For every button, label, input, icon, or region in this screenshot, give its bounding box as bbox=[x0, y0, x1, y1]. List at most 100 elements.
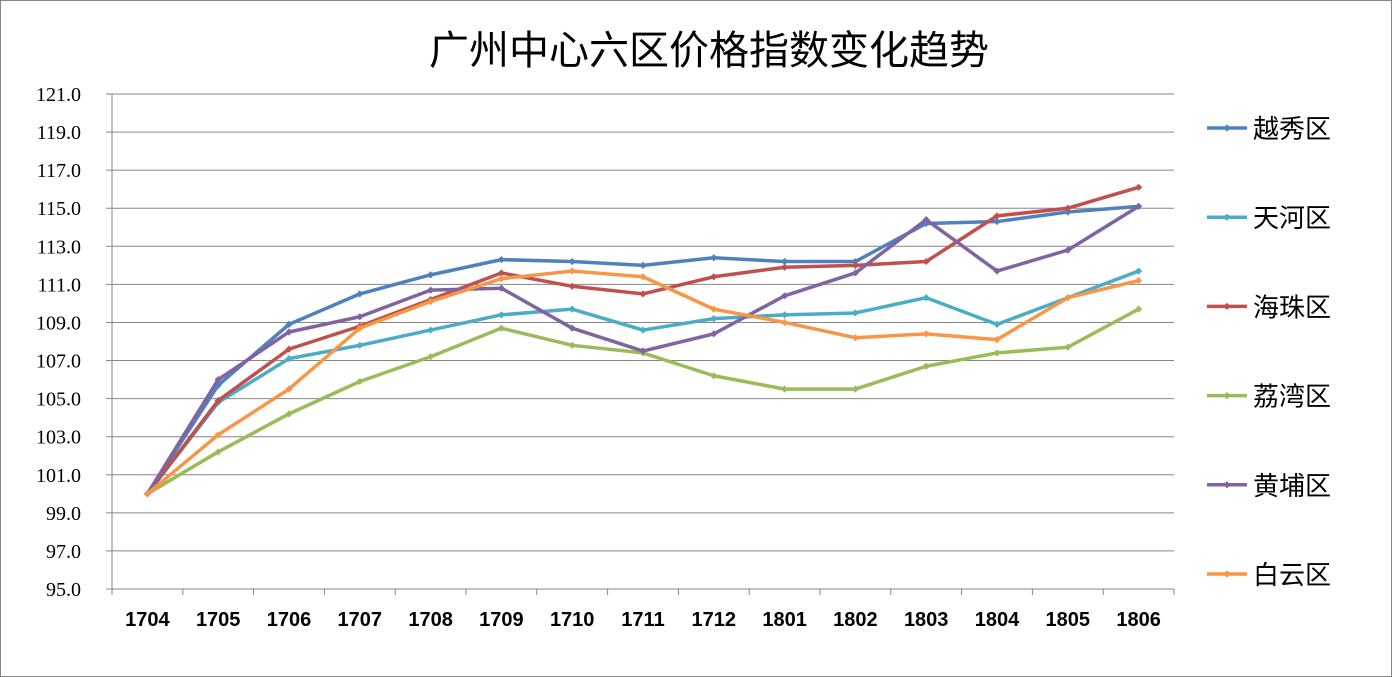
y-tick-label: 107.0 bbox=[36, 351, 81, 373]
legend-label: 白云区 bbox=[1253, 561, 1331, 591]
legend-label: 荔湾区 bbox=[1253, 383, 1331, 413]
data-point bbox=[214, 431, 222, 439]
series-line bbox=[145, 307, 1141, 496]
data-point bbox=[710, 273, 718, 281]
legend-marker bbox=[1223, 302, 1231, 310]
data-point bbox=[851, 269, 859, 277]
legend-marker bbox=[1223, 570, 1231, 578]
data-point bbox=[285, 345, 293, 353]
legend-item: 海珠区 bbox=[1207, 293, 1331, 323]
data-point bbox=[922, 330, 930, 338]
data-point bbox=[568, 257, 576, 266]
data-point bbox=[568, 305, 576, 313]
data-point bbox=[710, 315, 718, 323]
x-tick-label: 1705 bbox=[196, 609, 241, 631]
data-point bbox=[781, 292, 789, 300]
x-tick-label: 1709 bbox=[479, 609, 524, 631]
data-point bbox=[639, 273, 647, 281]
legend-item: 天河区 bbox=[1207, 204, 1331, 234]
y-axis-ticks: 121.0 119.0 117.0 115.0 113.0 111.0 109.0 107.0… bbox=[36, 84, 81, 601]
data-point bbox=[851, 385, 859, 393]
data-point bbox=[1135, 202, 1143, 210]
data-point bbox=[993, 212, 1001, 220]
data-point bbox=[568, 341, 576, 349]
data-point bbox=[214, 375, 222, 384]
x-tick-label: 1707 bbox=[338, 609, 383, 631]
y-tick-label: 95.0 bbox=[46, 579, 81, 601]
data-point bbox=[1135, 267, 1143, 275]
data-point bbox=[497, 275, 505, 283]
y-tick-label: 117.0 bbox=[37, 160, 81, 182]
data-point bbox=[356, 324, 364, 332]
data-point bbox=[427, 353, 435, 361]
data-point bbox=[1135, 305, 1143, 313]
data-point bbox=[356, 313, 364, 321]
data-point bbox=[1064, 204, 1072, 212]
data-point bbox=[639, 261, 647, 269]
chart-title: 广州中心六区价格指数变化趋势 bbox=[429, 28, 989, 74]
data-point bbox=[851, 309, 859, 317]
data-point bbox=[922, 257, 930, 266]
x-tick-label: 1704 bbox=[125, 609, 170, 631]
series-6 bbox=[143, 267, 1143, 498]
data-point bbox=[427, 297, 435, 306]
series-5 bbox=[143, 202, 1143, 498]
y-tick-label: 97.0 bbox=[46, 541, 81, 563]
data-point bbox=[851, 257, 859, 266]
legend-item: 越秀区 bbox=[1207, 115, 1331, 145]
data-point bbox=[427, 286, 435, 294]
data-point bbox=[993, 320, 1001, 328]
data-point bbox=[1135, 183, 1143, 191]
series-lines bbox=[143, 183, 1143, 498]
x-tick-label: 1801 bbox=[762, 609, 807, 631]
y-tick-label: 121.0 bbox=[36, 84, 81, 106]
data-point bbox=[497, 311, 505, 319]
legend-marker bbox=[1223, 124, 1231, 132]
y-tick-label: 119.0 bbox=[37, 122, 81, 144]
x-tick-label: 1708 bbox=[408, 609, 453, 631]
data-point bbox=[922, 294, 930, 302]
data-point bbox=[922, 216, 930, 224]
data-point bbox=[356, 377, 364, 386]
y-tick-label: 113.0 bbox=[37, 236, 81, 258]
data-point bbox=[781, 318, 789, 327]
legend-label: 越秀区 bbox=[1253, 115, 1331, 145]
data-point bbox=[143, 490, 151, 498]
data-point bbox=[993, 349, 1001, 357]
data-point bbox=[497, 269, 505, 277]
y-tick-label: 105.0 bbox=[36, 389, 81, 411]
data-point bbox=[568, 282, 576, 290]
data-point bbox=[781, 263, 789, 271]
data-point bbox=[427, 271, 435, 279]
data-point bbox=[922, 362, 930, 370]
x-tick-label: 1802 bbox=[833, 609, 878, 631]
data-point bbox=[993, 335, 1001, 344]
x-tick-label: 1712 bbox=[692, 609, 737, 631]
x-tick-label: 1806 bbox=[1116, 609, 1161, 631]
data-point bbox=[285, 410, 293, 418]
legend-label: 天河区 bbox=[1253, 204, 1331, 234]
legend-marker bbox=[1223, 481, 1231, 489]
gridlines bbox=[112, 93, 1174, 552]
data-point bbox=[568, 267, 576, 275]
data-point bbox=[851, 334, 859, 342]
data-point bbox=[1064, 294, 1072, 302]
y-tick-label: 99.0 bbox=[46, 503, 81, 525]
data-point bbox=[781, 311, 789, 319]
data-point bbox=[710, 372, 718, 380]
data-point bbox=[285, 328, 293, 336]
series-4 bbox=[143, 305, 1143, 498]
data-point bbox=[214, 448, 222, 456]
x-tick-label: 1803 bbox=[904, 609, 949, 631]
data-point bbox=[285, 385, 293, 393]
legend-item: 黄埔区 bbox=[1207, 472, 1331, 502]
legend-item: 荔湾区 bbox=[1207, 383, 1331, 413]
data-point bbox=[1064, 208, 1072, 216]
data-point bbox=[214, 396, 222, 405]
data-point bbox=[427, 326, 435, 334]
data-point bbox=[710, 254, 718, 262]
data-point bbox=[781, 257, 789, 266]
y-tick-label: 103.0 bbox=[36, 427, 81, 449]
data-point bbox=[993, 267, 1001, 275]
